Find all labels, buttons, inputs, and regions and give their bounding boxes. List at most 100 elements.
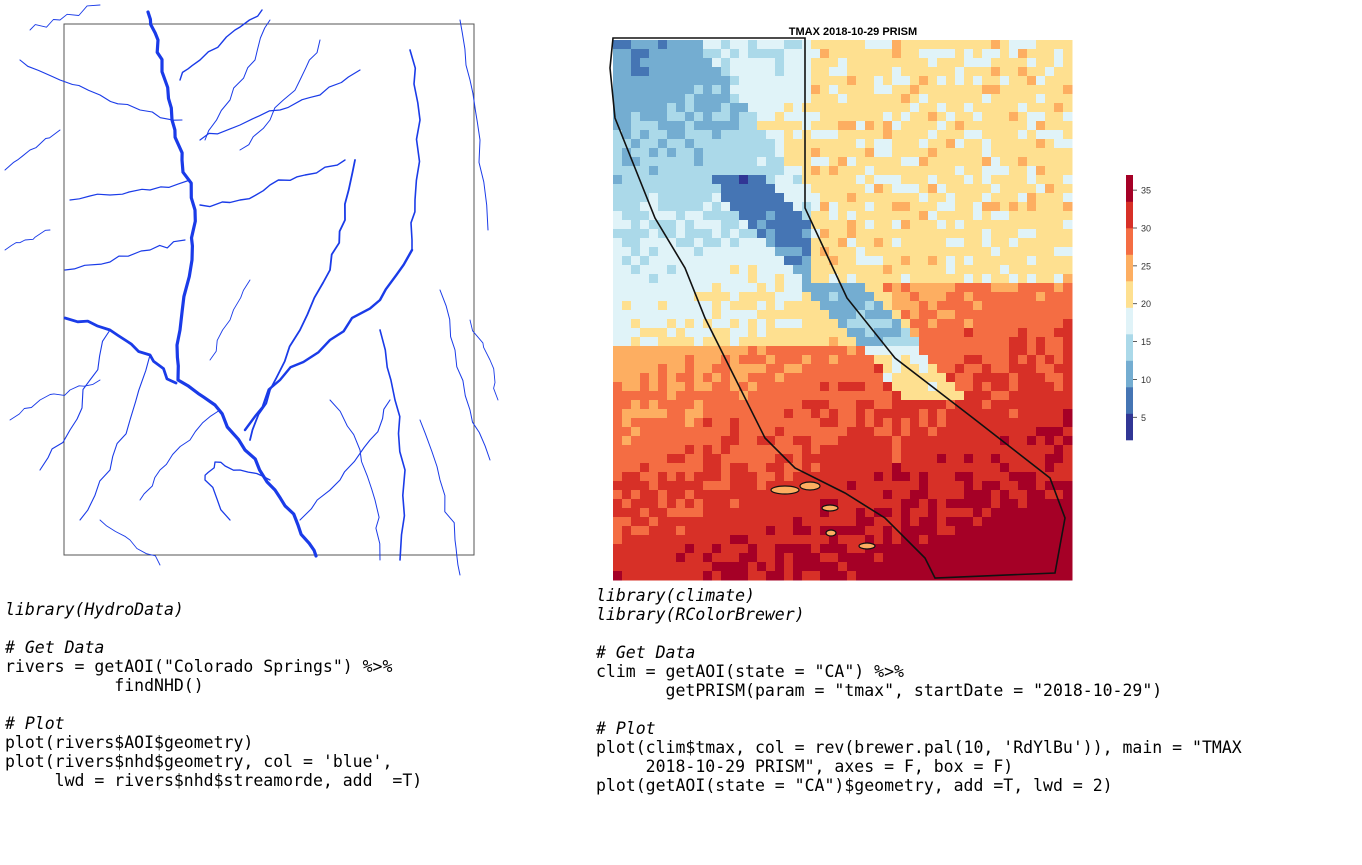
raster-cell — [910, 499, 920, 509]
raster-cell — [721, 508, 731, 518]
raster-cell — [847, 40, 857, 50]
raster-cell — [730, 490, 740, 500]
raster-cell — [622, 535, 632, 545]
raster-cell — [793, 238, 803, 248]
raster-cell — [1027, 265, 1037, 275]
raster-cell — [1063, 166, 1073, 176]
raster-cell — [811, 562, 821, 572]
raster-cell — [982, 247, 992, 257]
raster-cell — [874, 49, 884, 59]
raster-cell — [928, 463, 938, 473]
raster-cell — [667, 256, 677, 266]
raster-cell — [928, 310, 938, 320]
raster-cell — [892, 193, 902, 203]
raster-cell — [919, 103, 929, 113]
raster-cell — [1018, 85, 1028, 95]
raster-cell — [1018, 499, 1028, 509]
raster-cell — [892, 517, 902, 527]
raster-cell — [937, 130, 947, 140]
raster-cell — [1027, 490, 1037, 500]
raster-cell — [820, 481, 830, 491]
raster-cell — [802, 175, 812, 185]
raster-cell — [784, 454, 794, 464]
raster-cell — [937, 274, 947, 284]
raster-cell — [1036, 49, 1046, 59]
raster-cell — [919, 400, 929, 410]
raster-cell — [937, 193, 947, 203]
raster-cell — [811, 418, 821, 428]
raster-cell — [1009, 193, 1019, 203]
raster-cell — [667, 571, 677, 581]
raster-cell — [982, 292, 992, 302]
raster-cell — [1045, 49, 1055, 59]
river-line — [4, 229, 51, 251]
raster-cell — [667, 193, 677, 203]
raster-cell — [631, 499, 641, 509]
raster-cell — [640, 328, 650, 338]
raster-cell — [1000, 202, 1010, 212]
raster-cell — [820, 346, 830, 356]
raster-cell — [1000, 373, 1010, 383]
raster-cell — [1000, 130, 1010, 140]
raster-cell — [982, 58, 992, 68]
raster-cell — [820, 445, 830, 455]
raster-cell — [955, 121, 965, 131]
raster-cell — [1036, 544, 1046, 554]
raster-cell — [1063, 373, 1073, 383]
raster-cell — [991, 76, 1001, 86]
raster-cell — [838, 526, 848, 536]
raster-cell — [901, 166, 911, 176]
raster-cell — [757, 247, 767, 257]
raster-cell — [658, 364, 668, 374]
raster-cell — [676, 310, 686, 320]
raster-cell — [802, 301, 812, 311]
raster-cell — [991, 94, 1001, 104]
river-line — [4, 129, 61, 171]
raster-cell — [793, 94, 803, 104]
legend-tick-label: 15 — [1141, 337, 1151, 347]
raster-cell — [874, 355, 884, 365]
raster-cell — [856, 364, 866, 374]
raster-cell — [622, 481, 632, 491]
raster-cell — [829, 499, 839, 509]
raster-cell — [784, 265, 794, 275]
raster-cell — [1018, 94, 1028, 104]
raster-cell — [928, 265, 938, 275]
raster-cell — [658, 535, 668, 545]
raster-cell — [757, 490, 767, 500]
raster-cell — [703, 184, 713, 194]
raster-cell — [1054, 436, 1064, 446]
raster-cell — [667, 364, 677, 374]
raster-cell — [721, 220, 731, 230]
raster-cell — [874, 175, 884, 185]
raster-cell — [973, 112, 983, 122]
raster-cell — [991, 220, 1001, 230]
raster-cell — [964, 94, 974, 104]
raster-cell — [937, 184, 947, 194]
raster-cell — [919, 94, 929, 104]
raster-cell — [919, 409, 929, 419]
island-outline — [770, 485, 800, 495]
raster-cell — [667, 112, 677, 122]
raster-cell — [973, 445, 983, 455]
raster-cell — [793, 481, 803, 491]
raster-cell — [847, 328, 857, 338]
raster-cell — [928, 526, 938, 536]
river-lines — [4, 4, 499, 576]
raster-cell — [730, 427, 740, 437]
raster-cell — [685, 220, 695, 230]
raster-cell — [667, 76, 677, 86]
raster-cell — [721, 337, 731, 347]
raster-cell — [766, 229, 776, 239]
raster-cell — [838, 112, 848, 122]
raster-cell — [748, 436, 758, 446]
raster-cell — [919, 337, 929, 347]
raster-cell — [757, 85, 767, 95]
raster-cell — [757, 472, 767, 482]
raster-cell — [964, 175, 974, 185]
raster-cell — [1036, 427, 1046, 437]
raster-cell — [631, 481, 641, 491]
raster-cell — [955, 292, 965, 302]
raster-cell — [1054, 562, 1064, 572]
raster-cell — [739, 130, 749, 140]
